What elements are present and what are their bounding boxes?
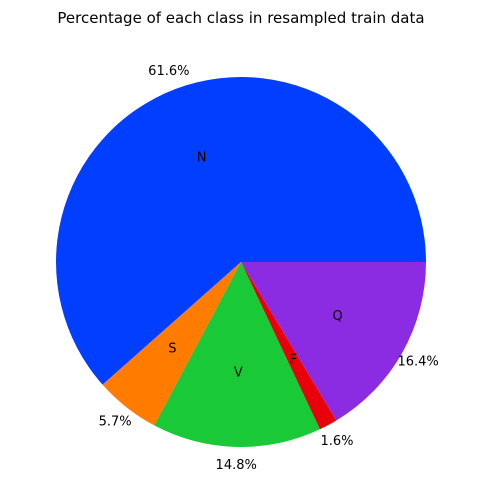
pie-slice-q (241, 262, 426, 421)
slice-label-n: N (197, 151, 207, 166)
chart-title: Percentage of each class in resampled tr… (57, 9, 424, 27)
slice-label-f: F (290, 352, 297, 367)
slice-percent-s: 5.7% (99, 414, 132, 429)
slice-label-v: V (234, 365, 243, 380)
slice-percent-q: 16.4% (397, 355, 438, 370)
slice-percent-f: 1.6% (320, 434, 353, 449)
slice-label-s: S (168, 342, 176, 357)
pie-slices (55, 77, 426, 448)
pie-labels: N 61.6% S 5.7% V 14.8% F 1.6% Q 16.4% (99, 64, 439, 473)
pie-slice-v (154, 262, 320, 448)
slice-percent-n: 61.6% (148, 64, 189, 79)
pie-slice-n (55, 77, 426, 385)
slice-percent-v: 14.8% (216, 458, 257, 473)
pie-slice-s (102, 262, 241, 426)
pie-slice-f (241, 262, 337, 430)
slice-label-q: Q (333, 309, 343, 324)
